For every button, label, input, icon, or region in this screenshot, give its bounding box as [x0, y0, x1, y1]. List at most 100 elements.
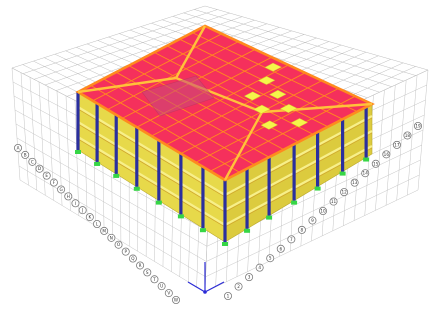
grid-bubble-q: Q: [128, 254, 137, 263]
support[interactable]: [113, 173, 120, 178]
slab-opening[interactable]: [260, 120, 279, 130]
grid-bubble-label: 7: [290, 237, 293, 242]
support[interactable]: [133, 186, 140, 191]
grid-bubble-circle: [308, 216, 317, 225]
roof-beam[interactable]: [153, 52, 314, 135]
grid-bubble-i: I: [71, 199, 80, 208]
grid-bubble-11: 11: [329, 197, 338, 206]
building-model[interactable]: [75, 24, 375, 246]
grid-bubble-circle: [329, 197, 338, 206]
grid-bubble-circle: [371, 159, 380, 168]
slab-opening[interactable]: [290, 118, 309, 128]
grid-bubble-w: W: [171, 295, 180, 304]
grid-bubble-label: 11: [331, 199, 337, 204]
grid-bubble-circle: [382, 150, 391, 159]
grid-bubble-circle: [318, 206, 327, 215]
roof-beam[interactable]: [165, 72, 306, 146]
grid-bubble-m: M: [100, 226, 109, 235]
grid-bubble-label: H: [67, 194, 70, 199]
grid-bubble-l: L: [93, 219, 102, 228]
slab-opening[interactable]: [257, 76, 276, 85]
grid-bubble-label: O: [117, 242, 121, 247]
grid-bubble-circle: [114, 240, 123, 249]
roof-beam[interactable]: [192, 32, 358, 113]
support[interactable]: [155, 200, 162, 205]
grid-bubble-label: 15: [373, 161, 379, 166]
grid-bubble-label: Q: [131, 256, 135, 261]
grid-bubble-e: E: [42, 171, 51, 180]
slab-opening[interactable]: [264, 62, 282, 72]
grid-line: [183, 12, 404, 82]
grid-bubble-circle: [136, 261, 145, 270]
axis-y-line: [204, 281, 225, 293]
slab-opening[interactable]: [268, 89, 287, 99]
grid-bubble-circle: [361, 169, 370, 178]
slab-opening[interactable]: [252, 104, 271, 114]
support[interactable]: [75, 150, 81, 154]
grid-bubble-r: R: [136, 261, 145, 270]
roof-hip-ridge[interactable]: [261, 102, 373, 114]
support[interactable]: [199, 228, 206, 233]
grid-bubble-18: 18: [403, 131, 412, 140]
grid-bubble-label: 17: [394, 142, 400, 147]
grid-bubble-f: F: [49, 178, 58, 187]
support[interactable]: [266, 215, 273, 220]
support[interactable]: [339, 171, 346, 176]
grid-bubble-label: D: [38, 166, 41, 171]
grid-bubble-label: 5: [269, 256, 272, 261]
grid-bubble-9: 9: [308, 216, 317, 225]
grid-bubble-k: K: [85, 213, 94, 222]
grid-bubble-circle: [100, 226, 109, 235]
grid-bubble-label: 9: [311, 218, 314, 223]
grid-bubble-circle: [49, 178, 58, 187]
grid-bubble-circle: [78, 206, 87, 215]
grid-bubble-circle: [297, 225, 306, 234]
grid-bubble-label: A: [17, 146, 20, 151]
grid-bubble-12: 12: [340, 188, 349, 197]
roof-beam[interactable]: [210, 95, 356, 172]
support[interactable]: [314, 186, 321, 191]
grid-bubble-b: B: [21, 150, 30, 159]
roof-hip-ridge[interactable]: [174, 25, 207, 79]
grid-bubble-label: J: [81, 208, 83, 213]
grid-line: [16, 137, 422, 247]
grid-line: [18, 165, 420, 278]
slab-opening[interactable]: [243, 91, 262, 101]
grid-bubble-label: U: [160, 284, 163, 289]
support[interactable]: [177, 214, 184, 219]
grid-bubble-circle: [64, 192, 73, 201]
grid-bubble-label: E: [45, 173, 48, 178]
grid-bubble-label: N: [110, 235, 113, 240]
support[interactable]: [244, 228, 251, 233]
grid-bubble-label: L: [96, 222, 99, 227]
roof-beam[interactable]: [166, 45, 329, 128]
roof-hip-ridge[interactable]: [223, 111, 264, 181]
grid-bubble-circle: [93, 219, 102, 228]
grid-bubble-n: N: [107, 233, 116, 242]
support[interactable]: [363, 157, 370, 162]
grid-bubble-label: R: [139, 263, 142, 268]
support[interactable]: [291, 200, 298, 205]
slab-opening[interactable]: [279, 104, 298, 113]
grid-bubble-label: 18: [405, 133, 411, 138]
grid-bubble-s: S: [143, 268, 152, 277]
grid-bubble-circle: [266, 254, 275, 263]
support[interactable]: [222, 242, 228, 246]
grid-bubble-label: 13: [352, 180, 358, 185]
grid-bubble-circle: [255, 263, 264, 272]
grid-bubble-8: 8: [297, 225, 306, 234]
grid-bubble-14: 14: [361, 169, 370, 178]
grid-line: [11, 67, 21, 181]
stair-core[interactable]: [141, 75, 215, 117]
roof-hip-ridge[interactable]: [77, 76, 177, 94]
grid-bubble-circle: [403, 131, 412, 140]
grid-bubble-circle: [57, 185, 66, 194]
grid-bubbles: ABCDEFGHIJKLMNOPQRSTUVW12345678910111213…: [13, 122, 422, 304]
grid-bubble-label: 4: [258, 265, 261, 270]
support[interactable]: [94, 161, 101, 166]
roof-beam[interactable]: [180, 80, 323, 154]
grid-bubble-label: 14: [363, 171, 369, 176]
grid-bubble-label: G: [59, 187, 62, 192]
